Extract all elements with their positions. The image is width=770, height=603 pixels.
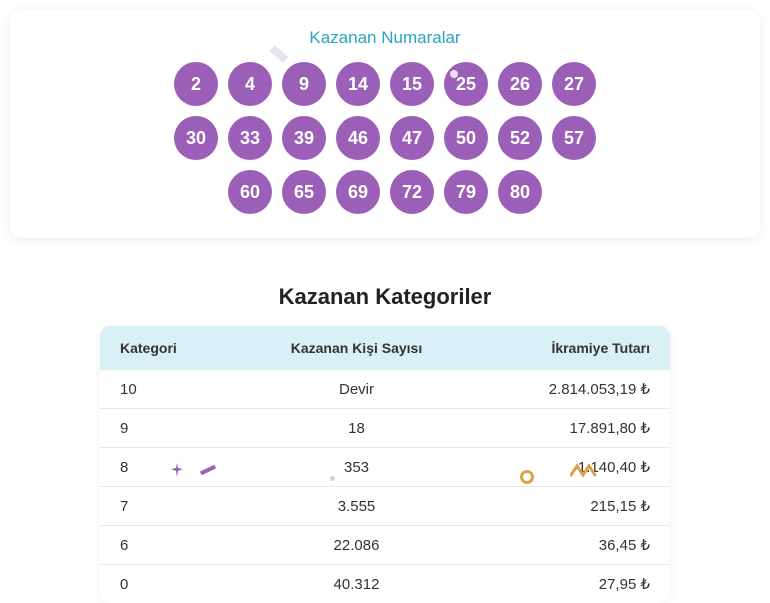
- col-winners: Kazanan Kişi Sayısı: [243, 326, 471, 370]
- table-row: 73.555215,15 ₺: [100, 487, 670, 526]
- number-ball: 14: [336, 62, 380, 106]
- number-ball: 72: [390, 170, 434, 214]
- cell-category: 10: [100, 370, 243, 409]
- winning-numbers-title: Kazanan Numaralar: [30, 28, 740, 48]
- number-ball: 65: [282, 170, 326, 214]
- cell-winners: 40.312: [243, 565, 471, 603]
- number-ball: 60: [228, 170, 272, 214]
- number-ball: 25: [444, 62, 488, 106]
- number-ball: 69: [336, 170, 380, 214]
- number-balls-row: 3033394647505257: [174, 116, 596, 160]
- sparkle-icon: [170, 463, 184, 477]
- number-ball: 39: [282, 116, 326, 160]
- col-category: Kategori: [100, 326, 243, 370]
- number-ball: 33: [228, 116, 272, 160]
- table-header-row: Kategori Kazanan Kişi Sayısı İkramiye Tu…: [100, 326, 670, 370]
- number-ball: 46: [336, 116, 380, 160]
- number-ball: 27: [552, 62, 596, 106]
- cell-prize: 36,45 ₺: [471, 526, 671, 565]
- table-row: 040.31227,95 ₺: [100, 565, 670, 603]
- number-ball: 30: [174, 116, 218, 160]
- cell-category: 9: [100, 409, 243, 448]
- cell-winners: Devir: [243, 370, 471, 409]
- number-ball: 50: [444, 116, 488, 160]
- number-ball: 2: [174, 62, 218, 106]
- categories-title: Kazanan Kategoriler: [0, 284, 770, 310]
- cell-prize: 27,95 ₺: [471, 565, 671, 603]
- number-balls-row: 2491415252627: [174, 62, 596, 106]
- number-ball: 52: [498, 116, 542, 160]
- winning-numbers-card: Kazanan Numaralar 2491415252627303339464…: [10, 10, 760, 238]
- decorations-area: [0, 238, 770, 268]
- confetti-decor: [450, 70, 458, 78]
- number-ball: 15: [390, 62, 434, 106]
- col-prize: İkramiye Tutarı: [471, 326, 671, 370]
- number-ball: 80: [498, 170, 542, 214]
- ring-decor: [520, 470, 534, 484]
- cell-winners: 22.086: [243, 526, 471, 565]
- cell-winners: 18: [243, 409, 471, 448]
- cell-prize: 2.814.053,19 ₺: [471, 370, 671, 409]
- table-row: 91817.891,80 ₺: [100, 409, 670, 448]
- cell-winners: 3.555: [243, 487, 471, 526]
- table-row: 622.08636,45 ₺: [100, 526, 670, 565]
- cell-prize: 215,15 ₺: [471, 487, 671, 526]
- number-ball: 4: [228, 62, 272, 106]
- cell-winners: 353: [243, 448, 471, 487]
- confetti-decor: [330, 476, 335, 481]
- zigzag-icon: [570, 463, 600, 479]
- cell-category: 7: [100, 487, 243, 526]
- cell-category: 6: [100, 526, 243, 565]
- number-ball: 9: [282, 62, 326, 106]
- number-ball: 47: [390, 116, 434, 160]
- number-ball: 79: [444, 170, 488, 214]
- cell-category: 0: [100, 565, 243, 603]
- cell-prize: 17.891,80 ₺: [471, 409, 671, 448]
- number-ball: 26: [498, 62, 542, 106]
- number-balls-container: 2491415252627303339464750525760656972798…: [30, 62, 740, 214]
- number-ball: 57: [552, 116, 596, 160]
- table-row: 10Devir2.814.053,19 ₺: [100, 370, 670, 409]
- number-balls-row: 606569727980: [228, 170, 542, 214]
